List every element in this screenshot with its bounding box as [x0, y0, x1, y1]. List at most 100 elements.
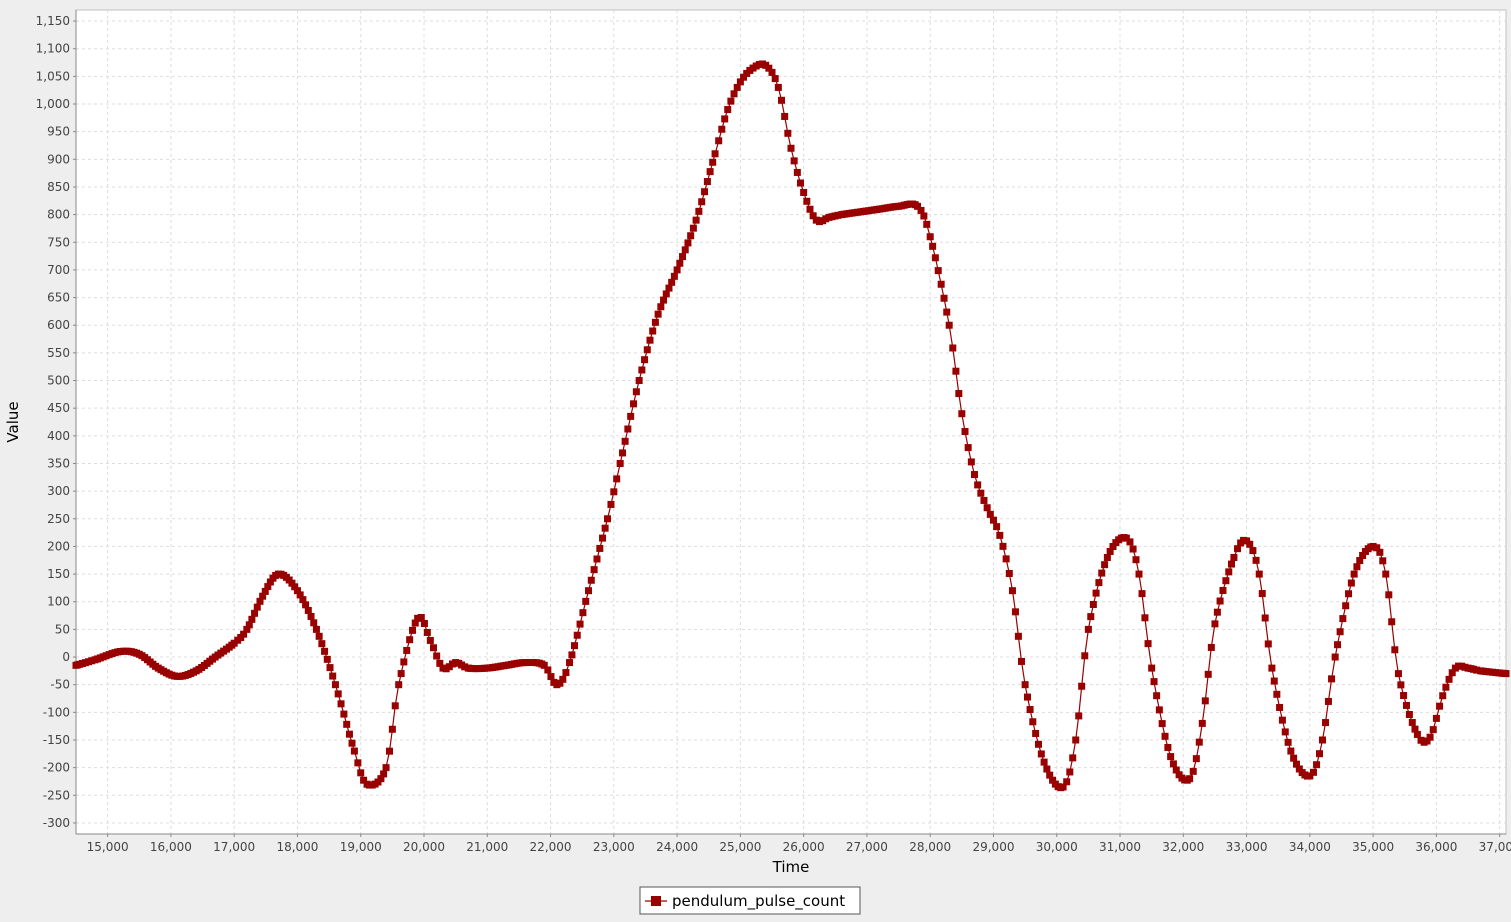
data-point: [646, 336, 654, 344]
data-point: [1342, 602, 1350, 610]
x-tick-label: 31,000: [1099, 840, 1141, 854]
data-point: [1502, 670, 1510, 678]
data-point: [1032, 729, 1040, 737]
data-point: [1141, 614, 1149, 622]
data-point: [391, 702, 399, 710]
data-point: [1258, 590, 1266, 598]
y-tick-label: 1,000: [36, 97, 70, 111]
data-point: [940, 294, 948, 302]
data-point: [251, 609, 259, 617]
data-point: [643, 346, 651, 354]
data-point: [264, 583, 272, 591]
data-point: [660, 296, 668, 304]
data-point: [321, 647, 329, 655]
data-point: [1255, 570, 1263, 578]
data-point: [1075, 712, 1083, 720]
x-tick-label: 25,000: [719, 840, 761, 854]
data-point: [326, 664, 334, 672]
data-point: [1148, 664, 1156, 672]
y-tick-label: 150: [47, 567, 70, 581]
x-tick-label: 34,000: [1289, 840, 1331, 854]
x-tick-label: 29,000: [972, 840, 1014, 854]
data-point: [1292, 760, 1300, 768]
x-axis-title: Time: [772, 858, 810, 876]
data-point: [1339, 615, 1347, 623]
data-point: [420, 620, 428, 628]
y-tick-label: 400: [47, 429, 70, 443]
data-point: [1222, 577, 1230, 585]
data-point: [1213, 608, 1221, 616]
data-point: [1353, 563, 1361, 571]
data-point: [261, 587, 269, 595]
data-point: [1356, 557, 1364, 565]
x-tick-label: 37,000: [1479, 840, 1511, 854]
data-point: [331, 681, 339, 689]
data-point: [730, 90, 738, 98]
data-point: [649, 327, 657, 335]
data-point: [348, 739, 356, 747]
data-point: [736, 78, 744, 86]
data-point: [800, 188, 808, 196]
data-point: [1059, 783, 1067, 791]
data-point: [1445, 675, 1453, 683]
data-point: [386, 747, 394, 755]
y-tick-label: -200: [43, 761, 70, 775]
data-point: [599, 534, 607, 542]
data-point: [630, 400, 638, 408]
data-point: [1087, 613, 1095, 621]
data-point: [641, 356, 649, 364]
data-point: [245, 621, 253, 629]
data-point: [304, 606, 312, 614]
data-point: [616, 459, 624, 467]
data-point: [1359, 551, 1367, 559]
data-point: [1278, 716, 1286, 724]
data-point: [1189, 767, 1197, 775]
data-point: [573, 631, 581, 639]
data-point: [1043, 765, 1051, 773]
data-point: [692, 216, 700, 224]
data-point: [964, 444, 972, 452]
data-point: [417, 614, 425, 622]
data-point: [929, 242, 937, 250]
data-point: [610, 488, 618, 496]
data-point: [337, 700, 345, 708]
data-point: [411, 619, 419, 627]
data-point: [587, 576, 595, 584]
data-point: [406, 636, 414, 644]
data-point: [1078, 682, 1086, 690]
data-point: [1331, 653, 1339, 661]
data-point: [698, 198, 706, 206]
data-point: [711, 150, 719, 158]
data-point: [1021, 681, 1029, 689]
data-point: [340, 710, 348, 718]
data-point: [397, 670, 405, 678]
data-point: [230, 639, 238, 647]
data-point: [1081, 652, 1089, 660]
data-point: [627, 412, 635, 420]
data-point: [248, 615, 256, 623]
data-point: [1186, 775, 1194, 783]
data-point: [914, 202, 922, 210]
x-tick-label: 32,000: [1162, 840, 1204, 854]
data-point: [1049, 776, 1057, 784]
data-point: [585, 587, 593, 595]
data-point: [423, 628, 431, 636]
data-point: [1287, 747, 1295, 755]
data-point: [1439, 692, 1447, 700]
data-point: [806, 205, 814, 213]
data-point: [980, 496, 988, 504]
data-point: [1101, 561, 1109, 569]
data-point: [1164, 743, 1172, 751]
data-point: [771, 75, 779, 83]
data-point: [1273, 690, 1281, 698]
data-point: [1230, 553, 1238, 561]
data-point: [619, 449, 627, 457]
data-point: [1429, 726, 1437, 734]
data-point: [1144, 640, 1152, 648]
data-point: [329, 672, 337, 680]
data-point: [323, 655, 331, 663]
y-tick-label: -150: [43, 733, 70, 747]
data-point: [1423, 737, 1431, 745]
data-point: [395, 681, 403, 689]
data-point: [426, 636, 434, 644]
